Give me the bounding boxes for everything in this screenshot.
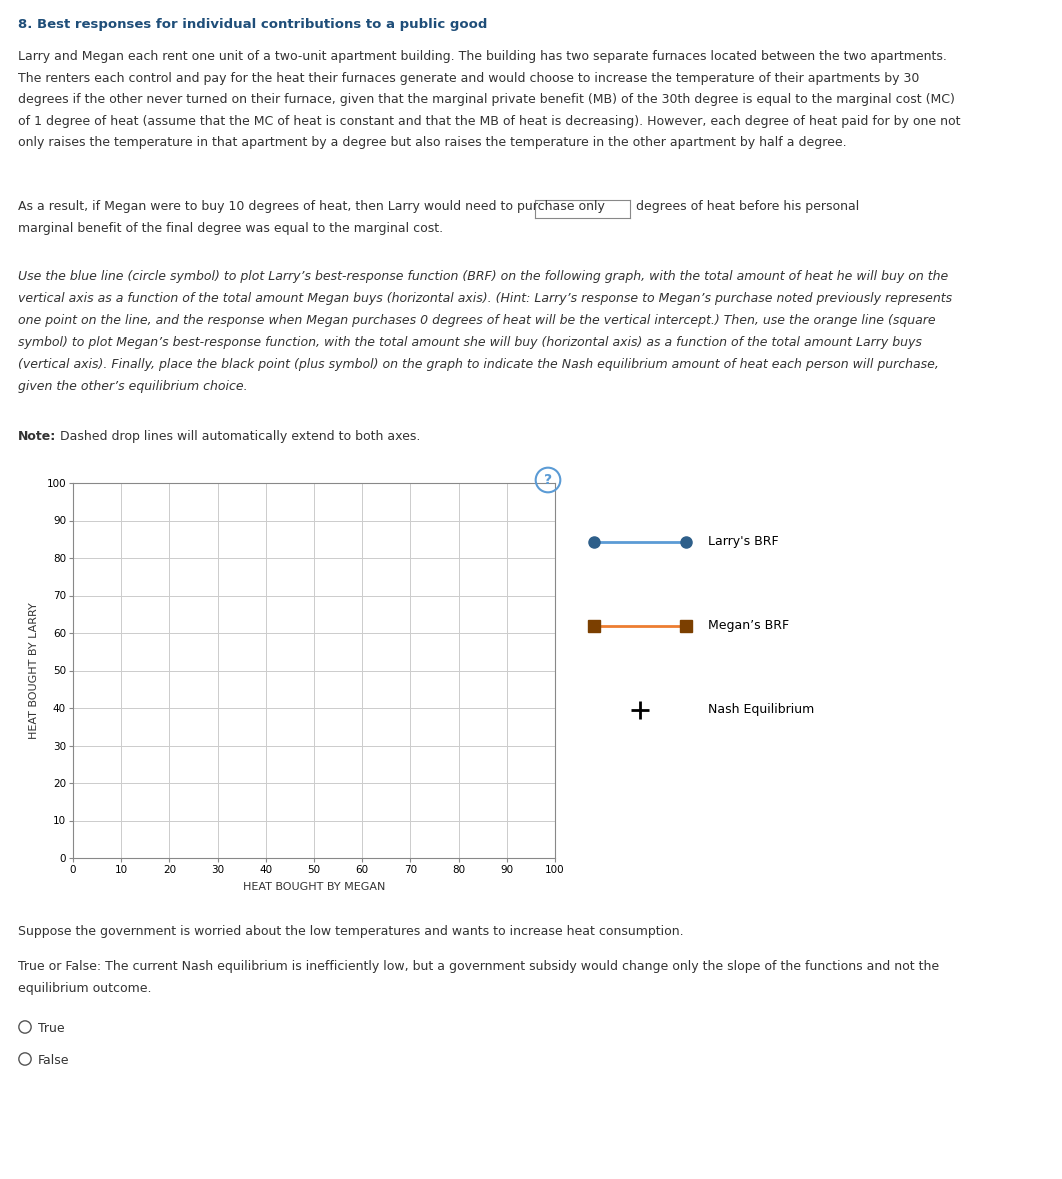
Text: Megan’s BRF: Megan’s BRF bbox=[708, 619, 789, 632]
Text: Use the blue line (circle symbol) to plot Larry’s best-response function (BRF) o: Use the blue line (circle symbol) to plo… bbox=[18, 270, 948, 283]
Text: degrees of heat before his personal: degrees of heat before his personal bbox=[636, 200, 859, 213]
Text: given the other’s equilibrium choice.: given the other’s equilibrium choice. bbox=[18, 381, 247, 394]
Text: True: True bbox=[38, 1022, 65, 1035]
Text: Suppose the government is worried about the low temperatures and wants to increa: Suppose the government is worried about … bbox=[18, 926, 684, 938]
Text: False: False bbox=[38, 1054, 69, 1067]
Text: one point on the line, and the response when Megan purchases 0 degrees of heat w: one point on the line, and the response … bbox=[18, 314, 936, 327]
Text: marginal benefit of the final degree was equal to the marginal cost.: marginal benefit of the final degree was… bbox=[18, 223, 443, 236]
Text: (vertical axis). Finally, place the black point (plus symbol) on the graph to in: (vertical axis). Finally, place the blac… bbox=[18, 358, 939, 371]
Text: As a result, if Megan were to buy 10 degrees of heat, then Larry would need to p: As a result, if Megan were to buy 10 deg… bbox=[18, 200, 605, 213]
Text: symbol) to plot Megan’s best-response function, with the total amount she will b: symbol) to plot Megan’s best-response fu… bbox=[18, 336, 922, 349]
Text: Note:: Note: bbox=[18, 430, 56, 443]
Y-axis label: HEAT BOUGHT BY LARRY: HEAT BOUGHT BY LARRY bbox=[30, 602, 39, 739]
Text: Nash Equilibrium: Nash Equilibrium bbox=[708, 703, 815, 716]
Text: of 1 degree of heat (assume that the MC of heat is constant and that the MB of h: of 1 degree of heat (assume that the MC … bbox=[18, 114, 960, 127]
X-axis label: HEAT BOUGHT BY MEGAN: HEAT BOUGHT BY MEGAN bbox=[243, 882, 386, 891]
Text: 8. Best responses for individual contributions to a public good: 8. Best responses for individual contrib… bbox=[18, 18, 487, 31]
Text: vertical axis as a function of the total amount Megan buys (horizontal axis). (​: vertical axis as a function of the total… bbox=[18, 292, 953, 305]
Text: Larry's BRF: Larry's BRF bbox=[708, 535, 780, 548]
Text: True or False: The current Nash equilibrium is inefficiently low, but a governme: True or False: The current Nash equilibr… bbox=[18, 960, 939, 973]
Text: equilibrium outcome.: equilibrium outcome. bbox=[18, 982, 152, 995]
Text: only raises the temperature in that apartment by a degree but also raises the te: only raises the temperature in that apar… bbox=[18, 137, 846, 150]
Text: The renters each control and pay for the heat their furnaces generate and would : The renters each control and pay for the… bbox=[18, 72, 920, 85]
Text: ?: ? bbox=[544, 473, 552, 487]
Text: Dashed drop lines will automatically extend to both axes.: Dashed drop lines will automatically ext… bbox=[56, 430, 421, 443]
Text: degrees if the other never turned on their furnace, given that the marginal priv: degrees if the other never turned on the… bbox=[18, 93, 955, 106]
Text: Larry and Megan each rent one unit of a two-unit apartment building. The buildin: Larry and Megan each rent one unit of a … bbox=[18, 50, 947, 62]
